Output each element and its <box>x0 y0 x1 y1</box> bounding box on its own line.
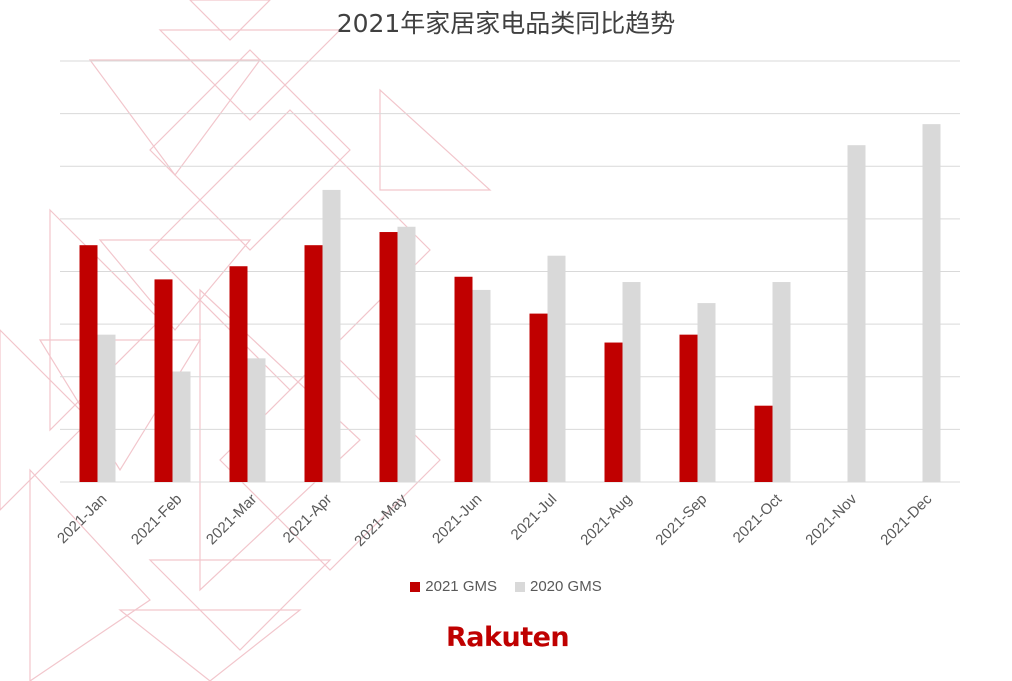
bar-2021-2021-Sep <box>679 334 698 482</box>
bar-2021-2021-Aug <box>604 342 623 482</box>
bar-2020-2021-Sep <box>697 303 716 482</box>
bar-2021-2021-Oct <box>754 405 773 482</box>
x-tick-labels: 2021-Jan 2021-Feb 2021-Mar 2021-Apr 2021-May… <box>54 490 936 550</box>
bars <box>79 124 941 483</box>
bar-2020-2021-Jun <box>472 289 491 482</box>
bar-2020-2021-Dec <box>922 124 941 483</box>
bar-2021-2021-Jan <box>79 245 98 482</box>
grid-lines <box>60 60 960 483</box>
x-tick-label: 2021-May <box>351 490 411 550</box>
bar-2021-2021-Mar <box>229 266 248 482</box>
bar-2020-2021-May <box>397 226 416 482</box>
bar-2021-2021-Jun <box>454 276 473 482</box>
bar-2021-2021-Apr <box>304 245 323 482</box>
x-tick-label: 2021-Aug <box>577 491 635 549</box>
bar-2021-2021-May <box>379 232 398 482</box>
x-tick-label: 2021-Jan <box>54 491 110 547</box>
bar-2021-2021-Feb <box>154 279 173 482</box>
bar-2020-2021-Apr <box>322 189 341 482</box>
rakuten-logo: Rakuten <box>446 622 570 653</box>
bar-2020-2021-Oct <box>772 282 791 482</box>
x-tick-label: 2021-Nov <box>802 490 860 548</box>
bar-2020-2021-Aug <box>622 282 641 482</box>
legend-swatch-2021 <box>410 581 421 592</box>
chart-title: 2021年家居家电品类同比趋势 <box>336 9 676 38</box>
x-tick-label: 2021-Jun <box>429 491 485 547</box>
legend-item-2021: 2021 GMS <box>410 578 497 595</box>
bar-2020-2021-Nov <box>847 145 866 482</box>
bar-2020-2021-Mar <box>247 358 266 482</box>
x-tick-label: 2021-Dec <box>877 490 935 548</box>
bar-2020-2021-Jan <box>97 334 116 482</box>
x-tick-label: 2021-Mar <box>203 491 260 548</box>
legend-label-2021: 2021 GMS <box>425 578 497 595</box>
x-tick-label: 2021-Jul <box>508 491 561 544</box>
legend: 2021 GMS 2020 GMS <box>0 578 1012 595</box>
bar-2020-2021-Jul <box>547 255 566 482</box>
x-tick-label: 2021-Oct <box>730 490 786 546</box>
x-tick-label: 2021-Feb <box>128 491 185 548</box>
x-tick-label: 2021-Sep <box>652 491 710 549</box>
x-tick-label: 2021-Apr <box>280 491 336 547</box>
legend-item-2020: 2020 GMS <box>515 578 602 595</box>
legend-swatch-2020 <box>515 581 525 592</box>
legend-label-2020: 2020 GMS <box>530 578 602 595</box>
bar-2020-2021-Feb <box>172 371 191 482</box>
bar-2021-2021-Jul <box>529 313 548 482</box>
